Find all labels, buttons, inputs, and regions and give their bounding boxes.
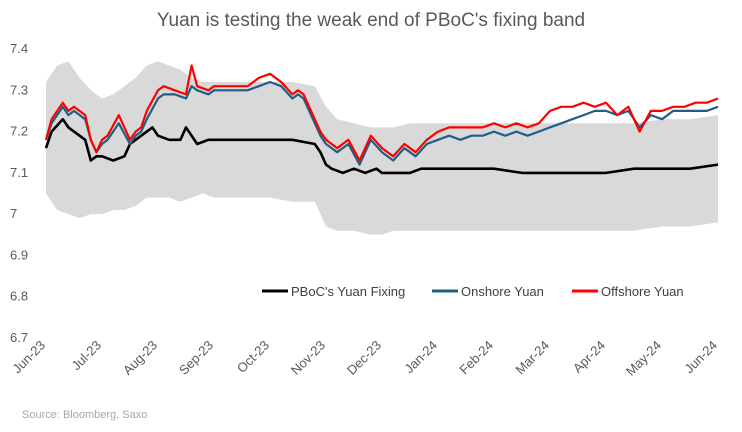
legend: PBoC's Yuan Fixing Onshore Yuan Offshore Y… — [262, 284, 684, 299]
y-axis-ticks: 6.7 6.8 6.9 7 7.1 7.2 7.3 7.4 — [10, 41, 28, 345]
x-tick-label: Jan-24 — [401, 338, 440, 377]
legend-label: PBoC's Yuan Fixing — [291, 284, 405, 299]
y-tick-label: 7.4 — [10, 41, 28, 56]
series-layer — [44, 64, 719, 175]
y-tick-label: 7 — [10, 206, 17, 221]
y-tick-label: 6.9 — [10, 247, 28, 262]
series-line-offshore-yuan — [44, 64, 719, 162]
x-tick-label: Mar-24 — [512, 338, 552, 378]
series-line-onshore-yuan — [44, 80, 719, 166]
x-tick-label: Aug-23 — [120, 338, 160, 378]
chart-title: Yuan is testing the weak end of PBoC's f… — [157, 10, 585, 31]
x-tick-label: May-24 — [623, 338, 664, 379]
y-tick-label: 7.2 — [10, 124, 28, 139]
x-tick-label: Oct-23 — [234, 338, 272, 376]
y-tick-label: 6.7 — [10, 330, 28, 345]
y-tick-label: 6.8 — [10, 289, 28, 304]
series-line-pboc-s-yuan-fixing — [44, 117, 719, 175]
x-tick-label: Sep-23 — [176, 338, 216, 378]
y-tick-label: 7.3 — [10, 82, 28, 97]
x-tick-label: Nov-23 — [288, 338, 328, 378]
x-tick-label: Jun-24 — [681, 338, 720, 377]
legend-label: Offshore Yuan — [601, 284, 684, 299]
legend-label: Onshore Yuan — [461, 284, 544, 299]
x-tick-label: Feb-24 — [456, 338, 496, 378]
x-tick-label: Dec-23 — [344, 338, 384, 378]
source-note: Source: Bloomberg, Saxo — [22, 409, 147, 421]
x-tick-label: Apr-24 — [570, 338, 608, 376]
x-tick-label: Jul-23 — [68, 338, 104, 374]
x-axis-ticks: Jun-23 Jul-23 Aug-23 Sep-23 Oct-23 Nov-23 Dec-… — [9, 338, 720, 379]
y-tick-label: 7.1 — [10, 165, 28, 180]
